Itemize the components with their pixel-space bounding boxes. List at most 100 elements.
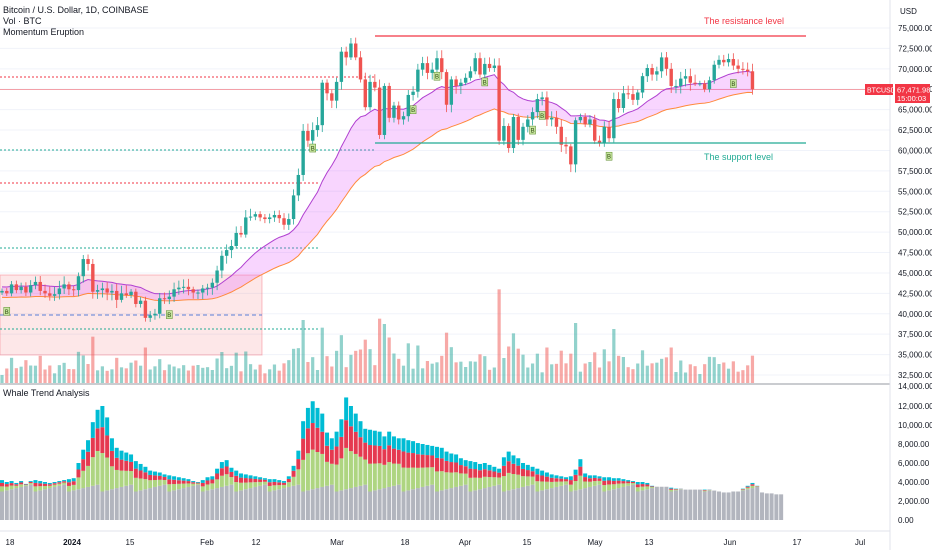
whale-bar <box>176 477 181 520</box>
volume-bar <box>392 353 396 383</box>
whale-bar-base <box>726 492 731 520</box>
whale-bar-base <box>248 488 253 520</box>
buy-marker-box <box>730 79 737 88</box>
whale-bar-cyan <box>301 421 306 439</box>
candle <box>9 281 14 297</box>
whale-bar-cyan <box>33 480 38 483</box>
whale-bar-red <box>516 465 521 475</box>
candle-body <box>636 92 640 100</box>
whale-bar-green <box>616 483 621 489</box>
whale-bar-green <box>219 475 224 487</box>
whale-bar <box>454 454 459 520</box>
whale-bar-base <box>463 484 468 520</box>
whale-bar-green <box>387 462 392 487</box>
whale-bar <box>119 450 124 520</box>
volume-bar <box>707 356 712 383</box>
candle-body <box>535 99 540 113</box>
volume-bar <box>43 369 47 383</box>
whale-bar-green <box>630 483 635 485</box>
whale-bar-base <box>157 485 162 520</box>
whale-bar-red <box>81 459 86 471</box>
candle <box>43 284 47 298</box>
whale-bar-green <box>411 467 416 490</box>
whale-bar-green <box>267 485 272 492</box>
whale-bar <box>109 438 114 520</box>
whale-bar <box>740 488 745 520</box>
volume-bar <box>210 370 214 383</box>
time-tick-label: Mar <box>330 538 344 547</box>
whale-bar-base <box>95 484 100 520</box>
price-tick-label: 75,000.00 <box>898 24 932 33</box>
candle <box>277 210 281 223</box>
whale-bar-cyan <box>181 478 186 481</box>
candle <box>559 119 563 153</box>
whale-bar-green <box>487 477 492 487</box>
whale-bar-cyan <box>38 481 43 484</box>
whale-bar-red <box>592 477 597 482</box>
whale-bar-cyan <box>411 441 416 454</box>
symbol-title: Bitcoin / U.S. Dollar, 1D, COINBASE <box>3 5 149 15</box>
candle-body <box>745 69 750 72</box>
volume-bar <box>253 369 257 383</box>
whale-bar-cyan <box>635 482 640 485</box>
whale-bar-cyan <box>224 460 229 467</box>
volume-bar <box>248 364 253 383</box>
candle-body <box>277 214 281 219</box>
whale-bar-green <box>597 480 602 485</box>
whale-bar-red <box>487 470 492 478</box>
volume-bar <box>511 333 516 383</box>
candle <box>440 50 444 80</box>
volume-bar <box>320 327 324 383</box>
candle-body <box>358 57 363 80</box>
whale-bar-cyan <box>239 473 243 478</box>
whale-bar-base <box>200 491 205 520</box>
candle-body <box>516 116 520 140</box>
whale-bar <box>602 477 607 520</box>
whale-bar-red <box>33 482 38 487</box>
whale-bar-green <box>100 453 105 492</box>
whale-bar-green <box>14 485 19 489</box>
whale-bar-red <box>124 460 129 471</box>
whale-bar-cyan <box>329 438 334 450</box>
candle-body <box>282 218 286 225</box>
whale-bar-base <box>621 486 626 520</box>
whale-bar-green <box>434 471 439 492</box>
whale-bar-cyan <box>611 478 616 481</box>
volume-bar <box>344 367 348 383</box>
whale-bar-green <box>525 476 530 486</box>
candle-body <box>392 105 396 118</box>
whale-bar <box>659 486 664 520</box>
whale-bar-red <box>587 478 592 482</box>
whale-bar-red <box>396 449 401 464</box>
whale-bar-base <box>167 491 172 520</box>
candle <box>215 265 219 291</box>
volume-bar <box>507 346 511 383</box>
candle <box>693 74 697 87</box>
whale-bar <box>248 475 253 520</box>
whale-bar-base <box>86 486 91 520</box>
whale-bar-green <box>191 483 196 486</box>
whale-bar-cyan <box>229 467 234 472</box>
volume-bar <box>726 368 731 383</box>
whale-bar-base <box>239 490 243 520</box>
volume-bar <box>688 364 692 383</box>
whale-bar <box>76 463 81 520</box>
candle <box>731 53 736 70</box>
whale-bar-green <box>592 481 597 486</box>
candle-body <box>444 72 449 105</box>
volume-bar <box>722 362 726 383</box>
candle <box>631 86 635 105</box>
candle <box>502 118 506 146</box>
candle-body <box>626 93 630 95</box>
candle <box>224 244 229 264</box>
candle <box>387 82 391 123</box>
candle-body <box>468 71 473 78</box>
whale-bar-red <box>540 475 545 482</box>
whale-bar <box>750 482 755 520</box>
whale-bar-base <box>721 492 726 520</box>
whale-bar-red <box>133 468 138 478</box>
whale-bar-red <box>607 480 612 485</box>
whale-bar <box>478 463 482 520</box>
whale-bar-red <box>239 477 243 483</box>
whale-bar-base <box>348 488 353 520</box>
